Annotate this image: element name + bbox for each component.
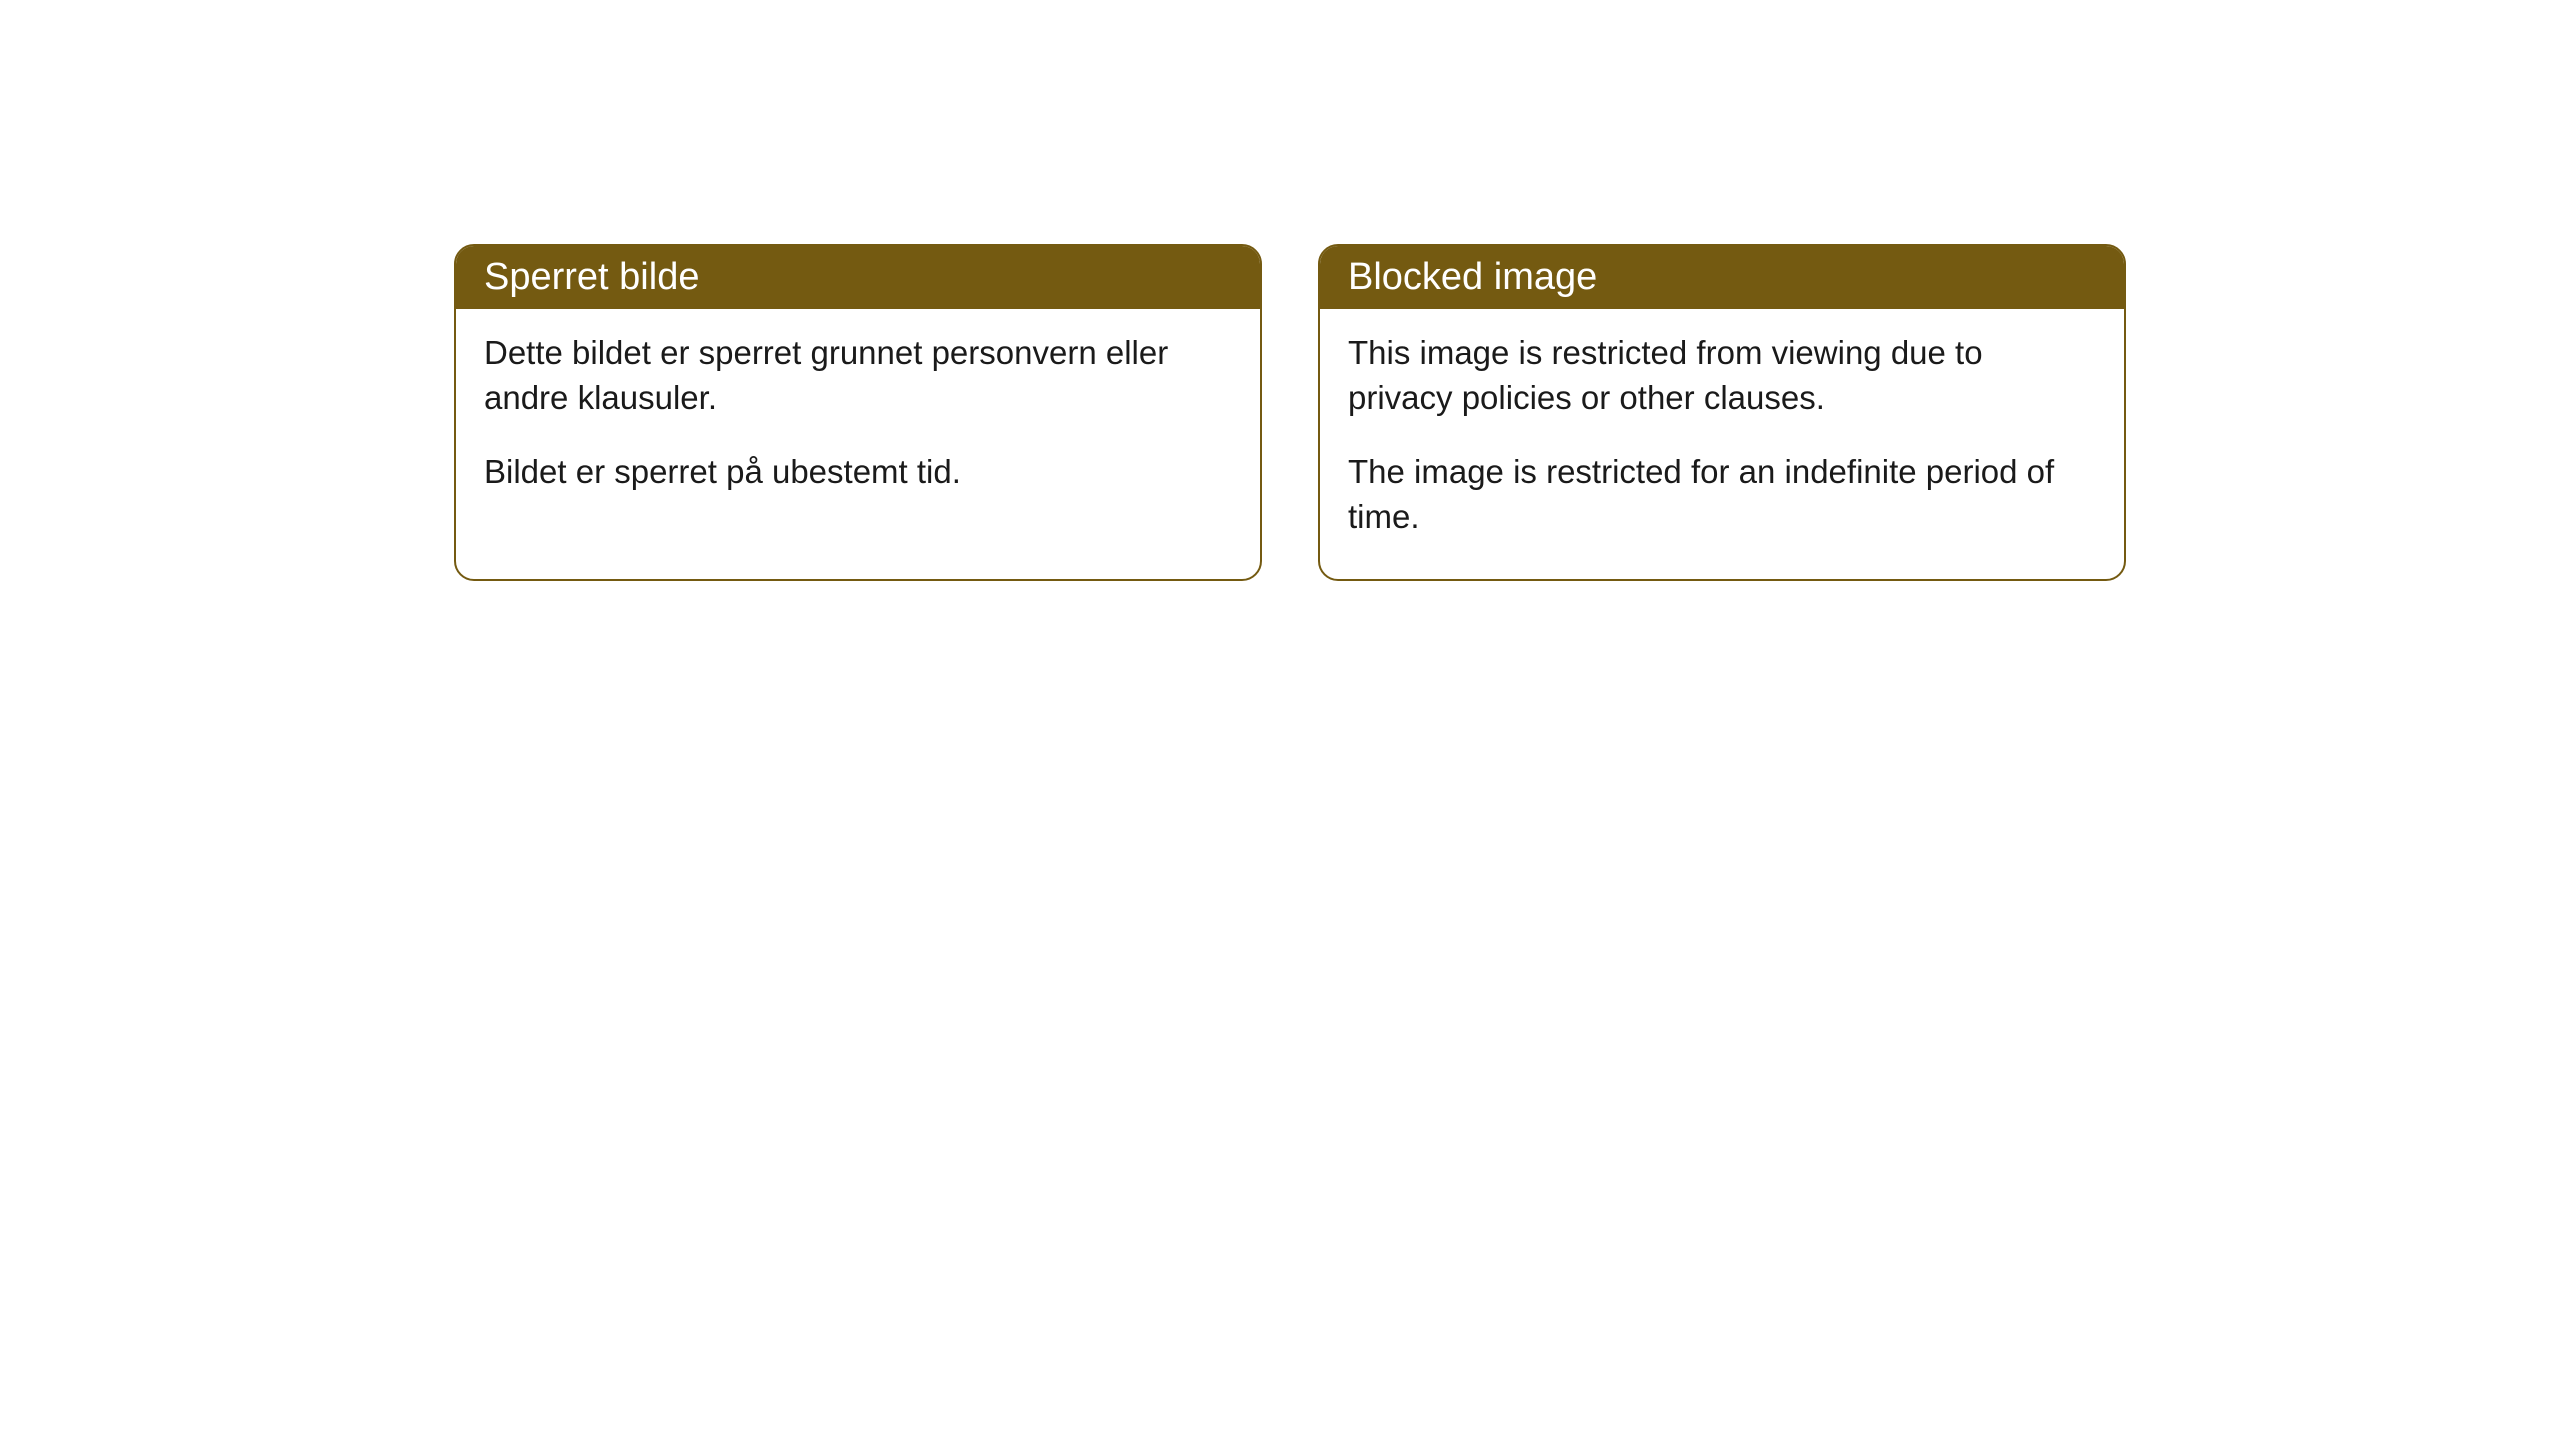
card-text-norwegian-2: Bildet er sperret på ubestemt tid. xyxy=(484,450,1232,495)
notice-cards-container: Sperret bilde Dette bildet er sperret gr… xyxy=(454,244,2126,581)
card-header-norwegian: Sperret bilde xyxy=(456,246,1260,309)
card-title-english: Blocked image xyxy=(1348,256,1597,298)
card-text-english-1: This image is restricted from viewing du… xyxy=(1348,331,2096,420)
card-header-english: Blocked image xyxy=(1320,246,2124,309)
notice-card-norwegian: Sperret bilde Dette bildet er sperret gr… xyxy=(454,244,1262,581)
card-text-english-2: The image is restricted for an indefinit… xyxy=(1348,450,2096,539)
card-text-norwegian-1: Dette bildet er sperret grunnet personve… xyxy=(484,331,1232,420)
card-title-norwegian: Sperret bilde xyxy=(484,256,699,298)
card-body-english: This image is restricted from viewing du… xyxy=(1320,309,2124,579)
card-body-norwegian: Dette bildet er sperret grunnet personve… xyxy=(456,309,1260,535)
notice-card-english: Blocked image This image is restricted f… xyxy=(1318,244,2126,581)
